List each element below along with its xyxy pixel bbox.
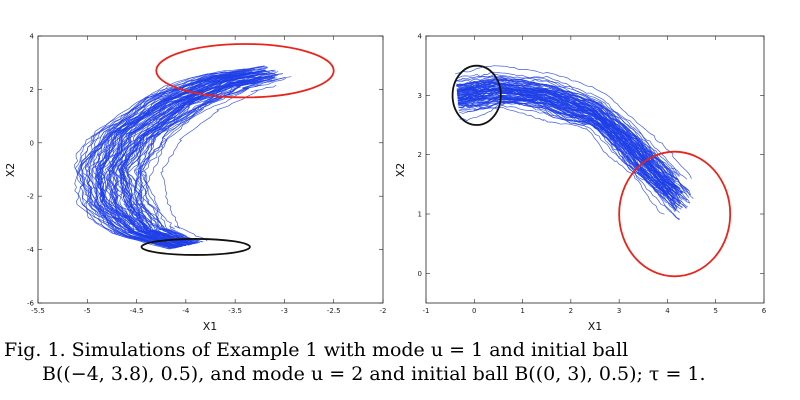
trajectory-line <box>133 80 259 245</box>
trajectory-line <box>456 79 690 198</box>
right-y-axis-title: X2 <box>394 163 407 178</box>
right-x-ticks: -1 0 1 2 3 4 5 6 <box>423 36 767 315</box>
left-ellipses <box>140 43 335 256</box>
right-ellipses <box>451 64 732 278</box>
trajectory-line <box>457 96 680 207</box>
trajectory-line <box>457 91 680 200</box>
x-tick-label: 1 <box>520 307 524 315</box>
initial-ball-ellipse <box>140 238 251 256</box>
trajectory-line <box>86 74 234 248</box>
trajectory-line <box>160 84 277 242</box>
y-tick-label: 1 <box>418 211 422 219</box>
left-y-ticks: -6 -4 -2 0 2 4 <box>27 33 383 308</box>
y-tick-label: 3 <box>418 92 422 100</box>
trajectory-line <box>458 99 677 211</box>
left-y-axis-title: X2 <box>4 163 17 178</box>
x-tick-label: -4 <box>182 307 190 315</box>
x-tick-label: 2 <box>569 307 573 315</box>
y-tick-label: 4 <box>30 33 35 41</box>
y-tick-label: -4 <box>27 246 35 254</box>
trajectory-line <box>145 84 259 243</box>
x-tick-label: -5.5 <box>31 307 45 315</box>
caption-line-2: B((−4, 3.8), 0.5), and mode u = 2 and in… <box>42 363 706 385</box>
x-tick-label: -2 <box>380 307 387 315</box>
trajectory-line <box>456 78 678 180</box>
trajectory-line <box>140 76 292 243</box>
trajectory-line <box>143 84 261 243</box>
y-tick-label: -2 <box>27 193 34 201</box>
trajectory-line <box>458 101 677 211</box>
target-ball-ellipse <box>618 150 732 278</box>
trajectory-line <box>455 65 692 179</box>
x-tick-label: 5 <box>713 307 717 315</box>
trajectory-line <box>94 73 241 248</box>
trajectory-line <box>94 69 266 248</box>
trajectory-line <box>101 73 250 248</box>
trajectory-line <box>108 77 244 247</box>
x-tick-label: 6 <box>762 307 767 315</box>
target-ball-ellipse <box>155 43 335 99</box>
y-tick-label: -6 <box>27 300 35 308</box>
trajectory-line <box>457 98 682 210</box>
y-tick-label: 4 <box>418 33 423 41</box>
trajectory-line <box>128 79 255 245</box>
trajectory-line <box>97 69 266 248</box>
x-tick-label: -4.5 <box>130 307 144 315</box>
figure: -5.5 -5 -4.5 -4 -3.5 -3 -2.5 -2 -6 -4 -2 0 2 4 X1 X2… <box>4 33 767 334</box>
trajectory-line <box>76 65 265 249</box>
y-tick-label: 0 <box>418 270 422 278</box>
trajectory-line <box>456 82 676 183</box>
x-tick-label: -2.5 <box>327 307 341 315</box>
figure-caption: Fig. 1. Simulations of Example 1 with mo… <box>4 338 794 386</box>
trajectory-line <box>80 66 268 249</box>
y-tick-label: 0 <box>30 139 34 147</box>
trajectory-line <box>458 104 681 220</box>
figure-canvas: -5.5 -5 -4.5 -4 -3.5 -3 -2.5 -2 -6 -4 -2 0 2 4 X1 X2… <box>4 33 767 334</box>
x-tick-label: 0 <box>472 307 476 315</box>
trajectory-line <box>119 79 247 245</box>
y-tick-label: 2 <box>30 86 34 94</box>
trajectory-line <box>456 78 674 178</box>
caption-line-1: Fig. 1. Simulations of Example 1 with mo… <box>4 339 629 361</box>
trajectory-line <box>457 90 669 193</box>
trajectory-line <box>90 73 249 247</box>
x-tick-label: 3 <box>617 307 621 315</box>
right-plot: -1 0 1 2 3 4 5 6 0 1 2 3 4 X1 X2 <box>394 33 767 334</box>
trajectory-line <box>96 69 266 247</box>
x-tick-label: -3 <box>281 307 288 315</box>
initial-ball-ellipse <box>451 64 502 126</box>
trajectory-line <box>92 74 243 247</box>
left-trajectories <box>74 65 292 250</box>
x-tick-label: -1 <box>423 307 430 315</box>
trajectory-line <box>74 70 227 250</box>
x-tick-label: 4 <box>665 307 670 315</box>
left-x-axis-title: X1 <box>203 320 218 333</box>
trajectory-line <box>457 95 670 193</box>
y-tick-label: 2 <box>418 151 422 159</box>
trajectory-line <box>457 93 674 194</box>
trajectory-line <box>456 82 676 183</box>
x-tick-label: -5 <box>84 307 91 315</box>
trajectory-line <box>113 78 246 246</box>
trajectory-line <box>457 86 681 197</box>
x-tick-label: -3.5 <box>228 307 242 315</box>
trajectory-line <box>123 82 255 244</box>
trajectory-line <box>96 74 235 248</box>
trajectory-line <box>103 72 263 248</box>
right-y-ticks: 0 1 2 3 4 <box>418 33 764 278</box>
trajectory-line <box>139 80 266 244</box>
trajectory-line <box>126 81 251 245</box>
left-x-ticks: -5.5 -5 -4.5 -4 -3.5 -3 -2.5 -2 <box>31 36 386 315</box>
left-plot: -5.5 -5 -4.5 -4 -3.5 -3 -2.5 -2 -6 -4 -2 0 2 4 X1 X2 <box>4 33 386 334</box>
right-x-axis-title: X1 <box>588 320 603 333</box>
